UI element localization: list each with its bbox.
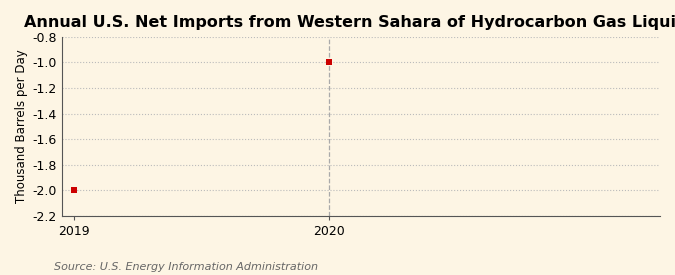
Y-axis label: Thousand Barrels per Day: Thousand Barrels per Day: [15, 50, 28, 203]
Title: Annual U.S. Net Imports from Western Sahara of Hydrocarbon Gas Liquids: Annual U.S. Net Imports from Western Sah…: [24, 15, 675, 30]
Text: Source: U.S. Energy Information Administration: Source: U.S. Energy Information Administ…: [54, 262, 318, 272]
